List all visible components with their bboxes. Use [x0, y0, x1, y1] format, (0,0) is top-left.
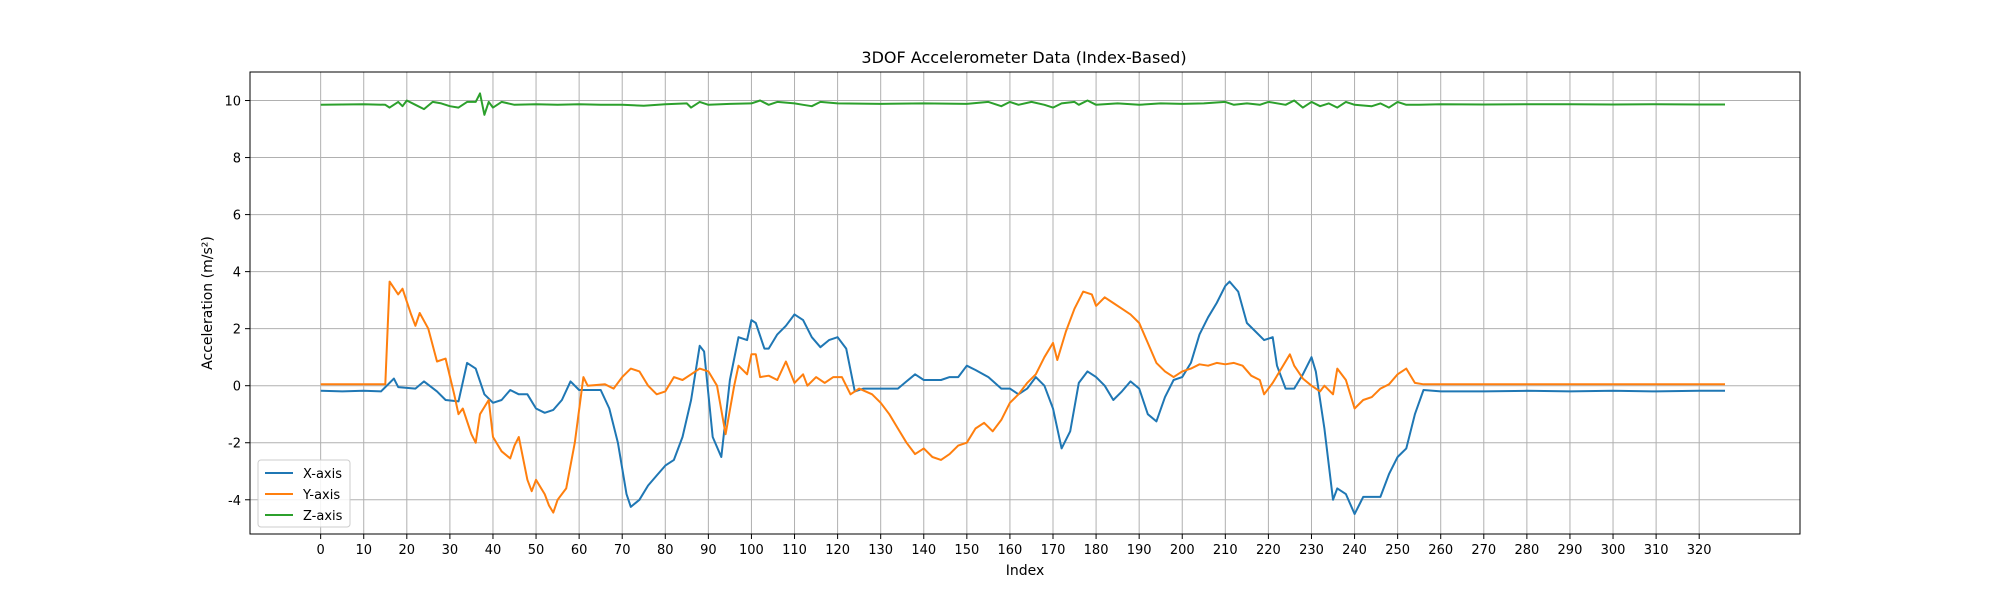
x-tick-label: 280	[1514, 543, 1539, 558]
x-tick-label: 60	[571, 543, 588, 558]
grid	[250, 72, 1800, 534]
x-tick-label: 20	[399, 543, 416, 558]
x-tick-label: 230	[1299, 543, 1324, 558]
legend-label-x-axis: X-axis	[303, 467, 342, 482]
y-tick-label: 0	[233, 380, 241, 395]
y-tick-label: 10	[224, 95, 241, 110]
x-tick-label: 10	[355, 543, 372, 558]
series-line-z-axis	[320, 92, 1725, 116]
x-tick-label: 250	[1385, 543, 1410, 558]
x-tick-label: 190	[1127, 543, 1152, 558]
x-tick-label: 320	[1687, 543, 1712, 558]
x-tick-label: 120	[825, 543, 850, 558]
legend-label-z-axis: Z-axis	[303, 509, 343, 524]
y-axis-ticks: -4 -2 0 2 4 6 8 10	[224, 95, 250, 509]
x-tick-label: 0	[317, 543, 325, 558]
x-tick-label: 50	[528, 543, 545, 558]
y-tick-label: -2	[228, 437, 241, 452]
legend: X-axis Y-axis Z-axis	[257, 459, 351, 528]
plot-frame	[249, 71, 1801, 535]
x-tick-label: 130	[868, 543, 893, 558]
x-tick-label: 200	[1170, 543, 1195, 558]
x-tick-label: 100	[739, 543, 764, 558]
x-tick-label: 70	[614, 543, 631, 558]
legend-label-y-axis: Y-axis	[302, 488, 340, 503]
x-tick-label: 310	[1644, 543, 1669, 558]
x-tick-label: 110	[782, 543, 807, 558]
x-tick-label: 40	[485, 543, 502, 558]
x-tick-label: 170	[1041, 543, 1066, 558]
x-tick-label: 90	[700, 543, 717, 558]
x-tick-label: 290	[1558, 543, 1583, 558]
x-tick-label: 260	[1428, 543, 1453, 558]
series-line-y-axis	[320, 280, 1725, 514]
x-tick-label: 140	[911, 543, 936, 558]
y-tick-label: 4	[233, 266, 241, 281]
x-tick-label: 210	[1213, 543, 1238, 558]
x-tick-label: 80	[657, 543, 674, 558]
x-axis-label: Index	[1006, 563, 1045, 579]
y-tick-label: 6	[233, 209, 241, 224]
x-tick-label: 160	[998, 543, 1023, 558]
x-tick-label: 30	[442, 543, 459, 558]
y-axis-label: Acceleration (m/s²)	[200, 236, 216, 370]
x-tick-label: 180	[1084, 543, 1109, 558]
series-line-x-axis	[320, 280, 1725, 515]
y-tick-label: 8	[233, 152, 241, 167]
x-tick-label: 220	[1256, 543, 1281, 558]
y-tick-label: 2	[233, 323, 241, 338]
x-tick-label: 270	[1471, 543, 1496, 558]
chart-title: 3DOF Accelerometer Data (Index-Based)	[861, 48, 1186, 67]
legend-box	[257, 459, 351, 528]
x-tick-label: 150	[954, 543, 979, 558]
x-tick-label: 240	[1342, 543, 1367, 558]
x-axis-ticks: 0 10 20 30 40 50 60 70 80 90 100 110 120 130 140 150 160…	[317, 534, 1712, 558]
series-lines	[320, 92, 1725, 515]
y-tick-label: -4	[228, 494, 241, 509]
x-tick-label: 300	[1601, 543, 1626, 558]
